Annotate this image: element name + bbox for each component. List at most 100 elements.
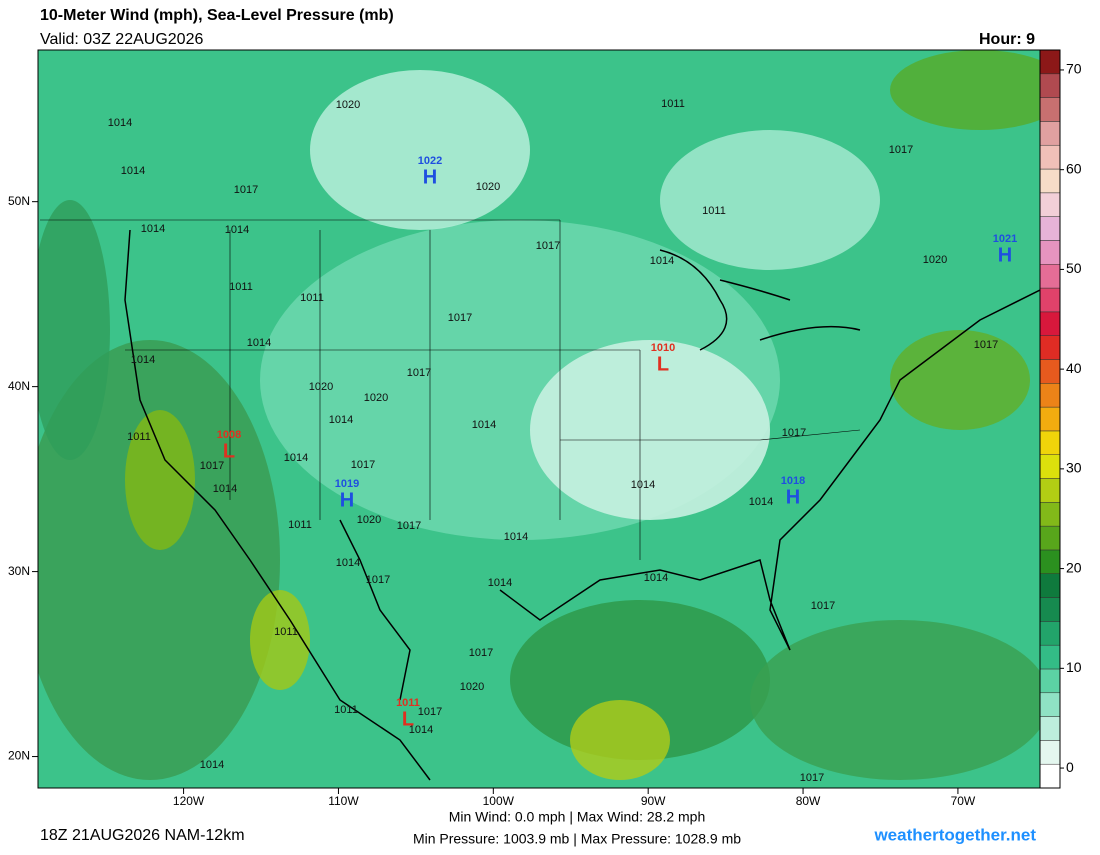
colorbar-swatch [1039,192,1061,217]
pressure-center-letter: L [402,708,414,730]
colorbar-swatch [1039,406,1061,432]
pressure-center-value: 1011 [396,697,420,709]
isobar-label: 1017 [800,772,824,784]
isobar-label: 1014 [749,496,773,508]
isobar-label: 1017 [974,339,998,351]
colorbar-swatch [1039,168,1061,194]
colorbar-swatch [1039,73,1061,98]
pressure-center-letter: L [223,440,235,462]
isobar-label: 1014 [284,452,308,464]
isobar-label: 1017 [366,574,390,586]
isobar-label: 1017 [407,367,431,379]
wind-field [510,600,770,760]
pressure-center-letter: L [657,353,669,375]
colorbar-swatch [1039,549,1061,574]
isobar-label: 1017 [536,240,560,252]
pressure-center-letter: H [340,489,354,511]
wind-field [250,590,310,690]
wind-field [38,200,110,460]
wind-field [530,340,770,520]
wind-field [125,410,195,550]
pressure-center-letter: H [998,244,1012,266]
wind-field [310,70,530,230]
isobar-label: 1014 [336,557,360,569]
colorbar-tick-label: 70 [1066,61,1082,77]
colorbar-tick-label: 20 [1066,559,1082,575]
x-tick-label: 120W [173,794,205,808]
isobar-label: 1017 [234,184,258,196]
isobar-label: 1020 [336,99,360,111]
colorbar-tick-label: 50 [1066,260,1082,276]
isobar-label: 1014 [504,531,528,543]
colorbar-tick-label: 30 [1066,460,1082,476]
pressure-center-letter: H [786,486,800,508]
colorbar-frame [1039,49,1061,789]
colorbar-swatch [1039,264,1061,289]
colorbar-tick-label: 0 [1066,759,1074,775]
isobar-label: 1017 [889,144,913,156]
pressure-center-letter: H [423,166,437,188]
map-labels: 120W 110W 100W 90W 80W 70W 50N 40N 30N 20N 1014 101… [8,98,1017,808]
colorbar-swatch [1039,502,1061,527]
y-tick-label: 40N [8,379,30,393]
colorbar-swatch [1039,454,1061,479]
isobar-label: 1014 [409,724,433,736]
colorbar-swatch [1039,621,1061,646]
colorbar-swatch [1039,311,1061,336]
colorbar-tick-label: 60 [1066,160,1082,176]
isobar-label: 1014 [108,117,132,129]
isobar-label: 1017 [397,520,421,532]
isobar-label: 1011 [229,281,253,293]
model-run: 18Z 21AUG2026 NAM-12km [40,827,245,844]
isobar-label: 1014 [247,337,271,349]
isobar-label: 1017 [811,600,835,612]
isobar-label: 1017 [418,706,442,718]
isobar-label: 1014 [329,414,353,426]
colorbar-swatch [1039,430,1061,455]
colorbar-swatch [1039,478,1061,503]
colorbar-swatch [1039,525,1061,551]
isobar-label: 1014 [472,419,496,431]
y-tick-label: 50N [8,194,30,208]
pressure-center-value: 1008 [217,429,241,441]
isobar-label: 1011 [334,704,358,716]
colorbar-swatch [1039,359,1061,384]
isobar-label: 1020 [364,392,388,404]
pressure-center-value: 1019 [335,478,359,490]
x-tick-label: 90W [641,794,666,808]
colorbar-swatch [1039,216,1061,241]
isobar-label: 1011 [702,205,726,217]
isobar-label: 1011 [300,292,324,304]
pressure-center-value: 1010 [651,342,675,354]
wind-field [38,340,280,780]
isobar-label: 1017 [351,459,375,471]
isobar-label: 1014 [488,577,512,589]
colorbar-swatch [1039,383,1061,408]
wind-field [890,50,1040,130]
colorbar-swatch [1039,240,1061,265]
colorbar-swatch [1039,740,1061,765]
title: 10-Meter Wind (mph), Sea-Level Pressure … [40,7,394,24]
pressure-range: Min Pressure: 1003.9 mb | Max Pressure: … [413,831,741,847]
isobar-label: 1017 [200,460,224,472]
colorbar-swatch [1039,692,1061,717]
colorbar-tick-label: 10 [1066,659,1082,675]
y-tick-label: 20N [8,749,30,763]
isobar-label: 1014 [225,224,249,236]
valid-time: Valid: 03Z 22AUG2026 [40,31,203,48]
isobar-label: 1011 [661,98,685,110]
colorbar-swatch [1039,144,1061,170]
colorbar-swatch [1039,573,1061,598]
isobar-label: 1020 [923,254,947,266]
isobar-label: 1014 [141,223,165,235]
colorbar-swatch [1039,644,1061,670]
wind-field [750,620,1040,780]
wind-field [660,130,880,270]
colorbar: 0 10 20 30 40 50 60 70 [1039,49,1082,789]
x-tick-label: 110W [328,794,359,808]
isobar-label: 1020 [309,381,333,393]
isobar-label: 1014 [200,759,224,771]
colorbar-swatch [1039,763,1061,789]
isobar-label: 1020 [357,514,381,526]
x-tick-label: 100W [483,794,515,808]
